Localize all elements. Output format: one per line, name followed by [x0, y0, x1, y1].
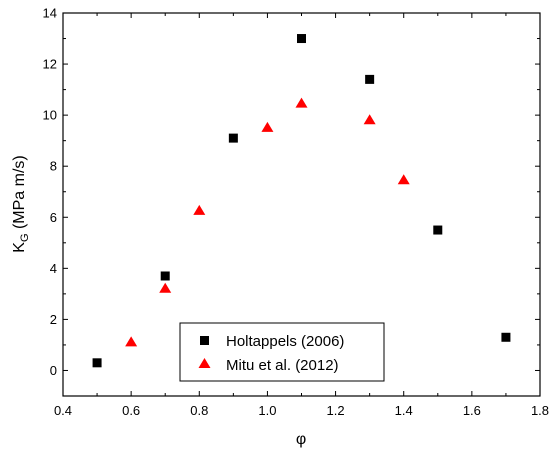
holtappels-point: [297, 34, 306, 44]
holtappels-point: [365, 74, 375, 84]
holtappels-point: [92, 358, 102, 368]
x-tick-label: 0.8: [190, 403, 208, 418]
holtappels-point: [228, 133, 238, 143]
y-axis-title-subscript: G: [19, 233, 31, 242]
y-tick-label: 6: [50, 210, 57, 225]
y-tick-label: 8: [50, 159, 57, 174]
legend-label-holtappels: Holtappels (2006): [226, 333, 344, 350]
mitu-point: [125, 336, 138, 347]
y-tick-label: 2: [50, 312, 57, 327]
x-tick-label: 0.4: [54, 403, 72, 418]
mitu-point: [363, 114, 376, 125]
y-tick-label: 10: [43, 108, 57, 123]
legend: Holtappels (2006) Mitu et al. (2012): [179, 322, 385, 382]
axis-tick-labels: 0.4 0.6 0.8 1.0 1.2 1.4 1.6 1.8 0 2 4 6 8 10 12 14: [43, 6, 550, 419]
mitu-point: [261, 121, 274, 132]
y-axis-title-rest: (MPa m/s): [11, 155, 28, 233]
data-points: [92, 34, 511, 368]
y-axis-title-base: K: [11, 242, 28, 253]
x-axis-title: φ: [296, 431, 306, 448]
x-tick-label: 1.6: [463, 403, 481, 418]
holtappels-point: [160, 271, 170, 281]
legend-marker-holtappels: [200, 336, 209, 345]
mitu-point: [397, 174, 410, 185]
legend-box: [179, 322, 385, 382]
holtappels-point: [501, 332, 511, 342]
x-tick-label: 1.0: [258, 403, 276, 418]
mitu-point: [193, 204, 206, 215]
y-tick-label: 12: [43, 57, 57, 72]
x-tick-label: 0.6: [122, 403, 140, 418]
x-tick-label: 1.8: [531, 403, 549, 418]
legend-label-mitu: Mitu et al. (2012): [226, 357, 339, 374]
legend-marker-mitu: [198, 358, 211, 368]
x-tick-label: 1.2: [327, 403, 345, 418]
y-tick-label: 0: [50, 363, 57, 378]
x-tick-label: 1.4: [395, 403, 413, 418]
y-tick-label: 4: [50, 261, 57, 276]
y-axis-title: KG (MPa m/s): [11, 155, 31, 252]
y-tick-label: 14: [43, 6, 57, 21]
axis-ticks: [62, 12, 541, 397]
mitu-point: [159, 282, 172, 293]
mitu-point: [295, 97, 308, 108]
holtappels-point: [433, 225, 443, 235]
